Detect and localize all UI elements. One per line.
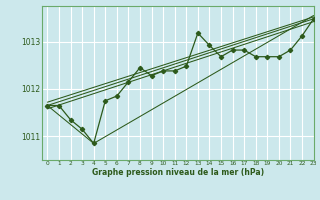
X-axis label: Graphe pression niveau de la mer (hPa): Graphe pression niveau de la mer (hPa) [92, 168, 264, 177]
